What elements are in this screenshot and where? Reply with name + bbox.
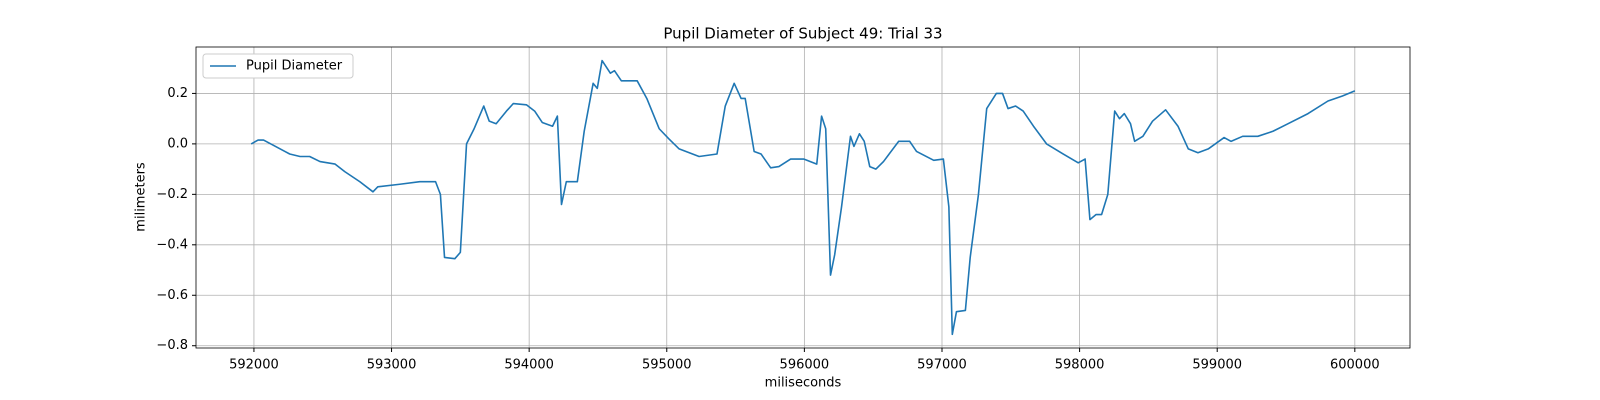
- y-axis-label: milimeters: [134, 162, 149, 232]
- x-axis-label: miliseconds: [765, 376, 842, 391]
- x-tick-label: 594000: [504, 358, 554, 373]
- x-tick-label: 600000: [1330, 358, 1380, 373]
- chart-title: Pupil Diameter of Subject 49: Trial 33: [663, 25, 942, 43]
- legend-box: [202, 53, 354, 79]
- y-tick-label: 0.0: [167, 136, 188, 151]
- y-tick-label: −0.6: [156, 288, 188, 303]
- y-tick-label: −0.4: [156, 237, 188, 252]
- x-tick-label: 593000: [367, 358, 417, 373]
- x-tick-label: 598000: [1055, 358, 1105, 373]
- legend: Pupil Diameter: [202, 53, 354, 79]
- x-tick-label: 599000: [1192, 358, 1242, 373]
- x-tick-label: 595000: [642, 358, 692, 373]
- data-line: [250, 59, 1356, 336]
- x-tick-label: 597000: [917, 358, 967, 373]
- x-tick-label: 596000: [780, 358, 830, 373]
- y-tick-label: 0.2: [167, 86, 188, 101]
- legend-label: Pupil Diameter: [246, 59, 343, 74]
- x-tick-label: 592000: [229, 358, 279, 373]
- plot-frame: [195, 46, 1411, 349]
- y-tick-label: −0.8: [156, 338, 188, 353]
- y-tick-label: −0.2: [156, 187, 188, 202]
